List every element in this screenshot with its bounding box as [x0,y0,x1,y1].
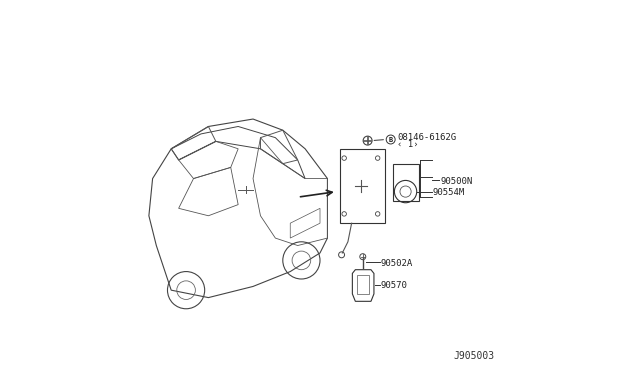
Text: ‹ 1›: ‹ 1› [397,140,419,149]
Text: J905003: J905003 [454,351,495,361]
Text: 90502A: 90502A [381,259,413,267]
Text: 90500N: 90500N [440,177,472,186]
Text: 90570: 90570 [381,281,408,290]
Text: 90554M: 90554M [433,188,465,197]
Text: B: B [388,137,393,142]
Text: 08146-6162G: 08146-6162G [397,133,456,142]
